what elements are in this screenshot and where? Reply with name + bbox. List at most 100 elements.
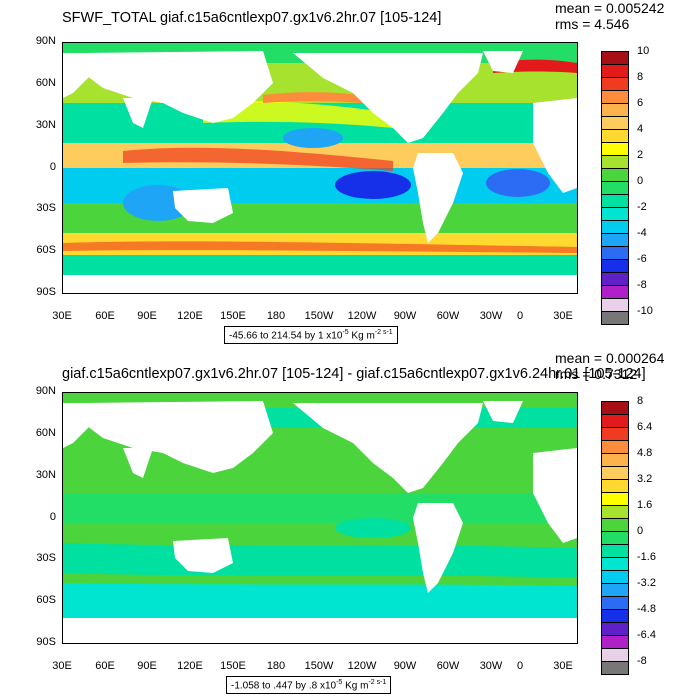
bottom-lon-label: 60E: [95, 660, 115, 672]
bottom-lon-label: 30W: [479, 660, 503, 672]
colorbar-label: -1.6: [637, 551, 656, 563]
colorbar-swatch: [601, 557, 629, 571]
colorbar-label: 4: [637, 123, 644, 135]
bottom-lat-label-60n: 60N: [35, 427, 56, 439]
colorbar-swatch: [601, 64, 629, 78]
colorbar-label: -10: [637, 305, 653, 317]
bottom-panel: giaf.c15a6cntlexp07.gx1v6.2hr.07 [105-12…: [0, 350, 700, 700]
bottom-lat-label-90n: 90N: [35, 385, 56, 397]
colorbar-swatch: [601, 142, 629, 156]
colorbar-label: 3.2: [637, 473, 653, 485]
colorbar-swatch: [601, 220, 629, 234]
colorbar-swatch: [601, 635, 629, 649]
colorbar-swatch: [601, 311, 629, 325]
top-lat-label-30n: 30N: [35, 119, 56, 131]
colorbar-label: -6.4: [637, 629, 656, 641]
bottom-panel-title: giaf.c15a6cntlexp07.gx1v6.2hr.07 [105-12…: [62, 366, 646, 382]
top-lon-label: 30W: [479, 310, 503, 322]
colorbar-label: -3.2: [637, 577, 656, 589]
colorbar-label: 6: [637, 97, 644, 109]
top-lon-label: 60E: [95, 310, 115, 322]
top-panel: SFWF_TOTAL giaf.c15a6cntlexp07.gx1v6.2hr…: [35, 0, 665, 345]
top-lat-label-90s: 90S: [36, 286, 56, 298]
top-lon-label: 60W: [436, 310, 460, 322]
top-range-info: -45.66 to 214.54 by 1 x10-5 Kg m-2 s-1: [224, 326, 398, 345]
top-lon-label: 180: [266, 310, 286, 322]
top-lon-label: 30E: [52, 310, 72, 322]
colorbar-label: 4.8: [637, 447, 653, 459]
top-lat-label-30s: 30S: [36, 202, 56, 214]
colorbar-label: 10: [637, 45, 650, 57]
colorbar-swatch: [601, 492, 629, 506]
top-lon-label: 150E: [220, 310, 246, 322]
colorbar-swatch: [601, 453, 629, 467]
top-lon-label: 90W: [393, 310, 417, 322]
bottom-lon-label: 120W: [347, 660, 377, 672]
colorbar-swatch: [601, 596, 629, 610]
top-map-svg: [63, 43, 577, 293]
colorbar-swatch: [601, 246, 629, 260]
bottom-lon-label: 90W: [393, 660, 417, 672]
colorbar-swatch: [601, 272, 629, 286]
colorbar-swatch: [601, 207, 629, 221]
colorbar-swatch: [601, 233, 629, 247]
top-map-plot: [62, 42, 578, 294]
colorbar-label: -8: [637, 279, 647, 291]
top-lon-label: 120W: [347, 310, 377, 322]
top-lon-label: 90E: [137, 310, 157, 322]
top-panel-title: SFWF_TOTAL giaf.c15a6cntlexp07.gx1v6.2hr…: [62, 10, 442, 26]
bottom-lat-label-60s: 60S: [36, 594, 56, 606]
bottom-map-plot: [62, 392, 578, 644]
top-mean: mean = 0.005242: [555, 0, 665, 16]
colorbar-swatch: [601, 544, 629, 558]
bottom-lat-label-90s: 90S: [36, 636, 56, 648]
colorbar-swatch: [601, 116, 629, 130]
colorbar-swatch: [601, 466, 629, 480]
colorbar-swatch: [601, 51, 629, 65]
top-lon-label: 0: [516, 310, 524, 322]
colorbar-swatch: [601, 401, 629, 415]
colorbar-swatch: [601, 479, 629, 493]
bottom-lat-label-0: 0: [49, 511, 56, 523]
colorbar-swatch: [601, 77, 629, 91]
colorbar-label: 2: [637, 149, 644, 161]
bottom-lon-label: 30E: [52, 660, 72, 672]
colorbar-swatch: [601, 622, 629, 636]
colorbar-swatch: [601, 194, 629, 208]
colorbar-label: -4.8: [637, 603, 656, 615]
colorbar-swatch: [601, 181, 629, 195]
top-rms: rms = 4.546: [555, 16, 630, 32]
colorbar-label: 1.6: [637, 499, 653, 511]
bottom-lon-label: 30E: [553, 660, 573, 672]
top-lat-label-90n: 90N: [35, 35, 56, 47]
colorbar-swatch: [601, 518, 629, 532]
top-lat-label-60n: 60N: [35, 77, 56, 89]
colorbar-swatch: [601, 505, 629, 519]
colorbar-label: -6: [637, 253, 647, 265]
bottom-lon-label: 60W: [436, 660, 460, 672]
colorbar-swatch: [601, 583, 629, 597]
bottom-lon-label: 150W: [304, 660, 334, 672]
top-lon-label: 150W: [304, 310, 334, 322]
bottom-lon-label: 150E: [220, 660, 246, 672]
colorbar-swatch: [601, 414, 629, 428]
colorbar-label: -4: [637, 227, 647, 239]
colorbar-swatch: [601, 90, 629, 104]
colorbar-label: 8: [637, 395, 644, 407]
top-lon-label: 120E: [177, 310, 203, 322]
bottom-lat-label-30n: 30N: [35, 469, 56, 481]
colorbar-label: -8: [637, 655, 647, 667]
colorbar-swatch: [601, 259, 629, 273]
bottom-map-svg: [63, 393, 577, 643]
colorbar-swatch: [601, 168, 629, 182]
colorbar-label: -2: [637, 201, 647, 213]
colorbar-label: 8: [637, 71, 644, 83]
bottom-colorbar: [601, 401, 629, 675]
top-colorbar: [601, 51, 629, 325]
top-lon-label: 30E: [553, 310, 573, 322]
bottom-lon-label: 90E: [137, 660, 157, 672]
bottom-lon-label: 0: [516, 660, 524, 672]
bottom-lon-label: 180: [266, 660, 286, 672]
colorbar-label: 6.4: [637, 421, 653, 433]
colorbar-swatch: [601, 427, 629, 441]
